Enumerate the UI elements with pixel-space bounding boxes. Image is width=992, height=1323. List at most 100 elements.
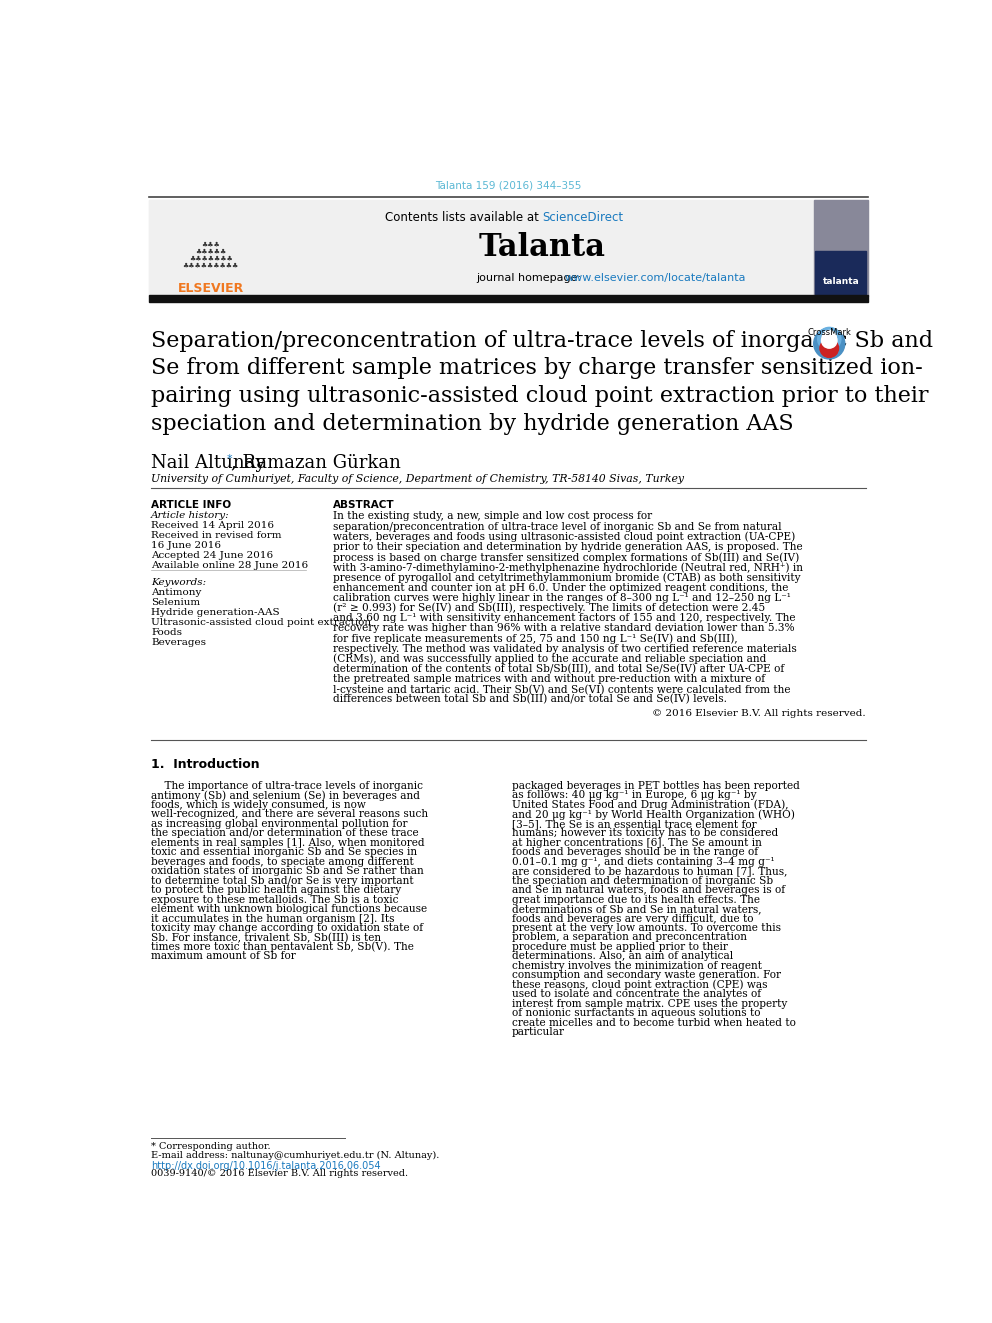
Text: consumption and secondary waste generation. For: consumption and secondary waste generati… — [512, 970, 781, 980]
Text: © 2016 Elsevier B.V. All rights reserved.: © 2016 Elsevier B.V. All rights reserved… — [652, 709, 866, 718]
Text: particular: particular — [512, 1027, 564, 1037]
Text: great importance due to its health effects. The: great importance due to its health effec… — [512, 894, 760, 905]
Text: beverages and foods, to speciate among different: beverages and foods, to speciate among d… — [151, 857, 414, 867]
Bar — [149, 200, 868, 296]
Circle shape — [820, 339, 838, 357]
Text: * Corresponding author.: * Corresponding author. — [151, 1142, 271, 1151]
Text: enhancement and counter ion at pH 6.0. Under the optimized reagent conditions, t: enhancement and counter ion at pH 6.0. U… — [333, 582, 789, 593]
Text: Contents lists available at: Contents lists available at — [385, 212, 543, 224]
Text: process is based on charge transfer sensitized complex formations of Sb(III) and: process is based on charge transfer sens… — [333, 552, 800, 562]
Text: the speciation and determination of inorganic Sb: the speciation and determination of inor… — [512, 876, 773, 885]
Text: recovery rate was higher than 96% with a relative standard deviation lower than : recovery rate was higher than 96% with a… — [333, 623, 795, 634]
Text: oxidation states of inorganic Sb and Se rather than: oxidation states of inorganic Sb and Se … — [151, 867, 424, 876]
Text: Talanta: Talanta — [479, 232, 606, 263]
Text: packaged beverages in PET bottles has been reported: packaged beverages in PET bottles has be… — [512, 781, 800, 791]
Text: the speciation and/or determination of these trace: the speciation and/or determination of t… — [151, 828, 419, 839]
Text: and Se in natural waters, foods and beverages is of: and Se in natural waters, foods and beve… — [512, 885, 785, 896]
Text: toxic and essential inorganic Sb and Se species in: toxic and essential inorganic Sb and Se … — [151, 847, 418, 857]
Text: *: * — [227, 454, 233, 463]
Text: chemistry involves the minimization of reagent: chemistry involves the minimization of r… — [512, 960, 762, 971]
Text: calibration curves were highly linear in the ranges of 8–300 ng L⁻¹ and 12–250 n: calibration curves were highly linear in… — [333, 593, 792, 603]
Text: separation/preconcentration of ultra-trace level of inorganic Sb and Se from nat: separation/preconcentration of ultra-tra… — [333, 521, 782, 532]
Text: United States Food and Drug Administration (FDA),: United States Food and Drug Administrati… — [512, 800, 788, 811]
Text: problem, a separation and preconcentration: problem, a separation and preconcentrati… — [512, 933, 747, 942]
Text: elements in real samples [1]. Also, when monitored: elements in real samples [1]. Also, when… — [151, 837, 425, 848]
Circle shape — [822, 331, 836, 344]
Text: humans; however its toxicity has to be considered: humans; however its toxicity has to be c… — [512, 828, 778, 839]
Text: determinations. Also, an aim of analytical: determinations. Also, an aim of analytic… — [512, 951, 733, 962]
Text: 0039-9140/© 2016 Elsevier B.V. All rights reserved.: 0039-9140/© 2016 Elsevier B.V. All right… — [151, 1170, 409, 1177]
Text: presence of pyrogallol and cetyltrimethylammonium bromide (CTAB) as both sensiti: presence of pyrogallol and cetyltrimethy… — [333, 573, 801, 583]
Text: at higher concentrations [6]. The Se amount in: at higher concentrations [6]. The Se amo… — [512, 837, 762, 848]
Circle shape — [821, 333, 837, 348]
Text: times more toxic than pentavalent Sb, Sb(V). The: times more toxic than pentavalent Sb, Sb… — [151, 942, 414, 953]
Text: In the existing study, a new, simple and low cost process for: In the existing study, a new, simple and… — [333, 512, 653, 521]
Text: Separation/preconcentration of ultra-trace levels of inorganic Sb and: Separation/preconcentration of ultra-tra… — [151, 329, 933, 352]
Text: to protect the public health against the dietary: to protect the public health against the… — [151, 885, 401, 896]
Text: 1.  Introduction: 1. Introduction — [151, 758, 260, 771]
Text: pairing using ultrasonic-assisted cloud point extraction prior to their: pairing using ultrasonic-assisted cloud … — [151, 385, 929, 407]
Text: and 3.60 ng L⁻¹ with sensitivity enhancement factors of 155 and 120, respectivel: and 3.60 ng L⁻¹ with sensitivity enhance… — [333, 613, 796, 623]
Text: , Ramazan Gürkan: , Ramazan Gürkan — [231, 454, 401, 472]
Text: 16 June 2016: 16 June 2016 — [151, 541, 221, 549]
Text: interest from sample matrix. CPE uses the property: interest from sample matrix. CPE uses th… — [512, 999, 787, 1008]
Text: with 3-amino-7-dimethylamino-2-methylphenazine hydrochloride (Neutral red, NRH⁺): with 3-amino-7-dimethylamino-2-methylphe… — [333, 562, 804, 573]
Text: are considered to be hazardous to human [7]. Thus,: are considered to be hazardous to human … — [512, 867, 787, 876]
Text: Article history:: Article history: — [151, 512, 230, 520]
Text: and 20 μg kg⁻¹ by World Health Organization (WHO): and 20 μg kg⁻¹ by World Health Organizat… — [512, 810, 795, 820]
Circle shape — [813, 328, 845, 359]
Text: determination of the contents of total Sb/Sb(III), and total Se/Se(IV) after UA-: determination of the contents of total S… — [333, 664, 785, 675]
Text: Se from different sample matrices by charge transfer sensitized ion-: Se from different sample matrices by cha… — [151, 357, 923, 380]
Text: speciation and determination by hydride generation AAS: speciation and determination by hydride … — [151, 413, 794, 435]
Text: to determine total Sb and/or Se is very important: to determine total Sb and/or Se is very … — [151, 876, 414, 885]
Text: these reasons, cloud point extraction (CPE) was: these reasons, cloud point extraction (C… — [512, 980, 767, 991]
Bar — [149, 200, 273, 296]
Text: l-cysteine and tartaric acid. Their Sb(V) and Se(VI) contents were calculated fr: l-cysteine and tartaric acid. Their Sb(V… — [333, 684, 791, 695]
Text: Accepted 24 June 2016: Accepted 24 June 2016 — [151, 550, 273, 560]
Text: Received in revised form: Received in revised form — [151, 532, 282, 540]
Text: CrossMark: CrossMark — [807, 328, 851, 337]
Text: waters, beverages and foods using ultrasonic-assisted cloud point extraction (UA: waters, beverages and foods using ultras… — [333, 532, 796, 542]
Text: Foods: Foods — [151, 627, 183, 636]
Bar — [815, 251, 866, 294]
Text: antimony (Sb) and selenium (Se) in beverages and: antimony (Sb) and selenium (Se) in bever… — [151, 790, 421, 800]
Text: 0.01–0.1 mg g⁻¹, and diets containing 3–4 mg g⁻¹: 0.01–0.1 mg g⁻¹, and diets containing 3–… — [512, 857, 774, 867]
Text: Sb. For instance, trivalent Sb, Sb(III) is ten: Sb. For instance, trivalent Sb, Sb(III) … — [151, 933, 381, 943]
Text: differences between total Sb and Sb(III) and/or total Se and Se(IV) levels.: differences between total Sb and Sb(III)… — [333, 695, 727, 705]
Text: Talanta 159 (2016) 344–355: Talanta 159 (2016) 344–355 — [435, 180, 581, 191]
Text: (CRMs), and was successfully applied to the accurate and reliable speciation and: (CRMs), and was successfully applied to … — [333, 654, 767, 664]
Text: as follows: 40 μg kg⁻¹ in Europe, 6 μg kg⁻¹ by: as follows: 40 μg kg⁻¹ in Europe, 6 μg k… — [512, 790, 756, 800]
Text: as increasing global environmental pollution for: as increasing global environmental pollu… — [151, 819, 408, 828]
Text: of nonionic surfactants in aqueous solutions to: of nonionic surfactants in aqueous solut… — [512, 1008, 760, 1019]
Text: prior to their speciation and determination by hydride generation AAS, is propos: prior to their speciation and determinat… — [333, 542, 803, 552]
Text: ScienceDirect: ScienceDirect — [543, 212, 624, 224]
Circle shape — [817, 327, 841, 351]
Text: foods and beverages should be in the range of: foods and beverages should be in the ran… — [512, 847, 758, 857]
Text: ABSTRACT: ABSTRACT — [333, 500, 395, 509]
Text: Selenium: Selenium — [151, 598, 200, 607]
Text: determinations of Sb and Se in natural waters,: determinations of Sb and Se in natural w… — [512, 904, 761, 914]
Text: Antimony: Antimony — [151, 587, 201, 597]
Text: respectively. The method was validated by analysis of two certified reference ma: respectively. The method was validated b… — [333, 643, 797, 654]
Text: Nail Altunay: Nail Altunay — [151, 454, 266, 472]
Text: http://dx.doi.org/10.1016/j.talanta.2016.06.054: http://dx.doi.org/10.1016/j.talanta.2016… — [151, 1160, 381, 1171]
Text: The importance of ultra-trace levels of inorganic: The importance of ultra-trace levels of … — [151, 781, 424, 791]
Text: Beverages: Beverages — [151, 638, 206, 647]
Text: present at the very low amounts. To overcome this: present at the very low amounts. To over… — [512, 923, 781, 933]
Text: ♣♣♣
♣♣♣♣♣
♣♣♣♣♣♣♣
♣♣♣♣♣♣♣♣♣: ♣♣♣ ♣♣♣♣♣ ♣♣♣♣♣♣♣ ♣♣♣♣♣♣♣♣♣ — [183, 242, 239, 269]
Text: University of Cumhuriyet, Faculty of Science, Department of Chemistry, TR-58140 : University of Cumhuriyet, Faculty of Sci… — [151, 475, 684, 484]
Bar — [149, 295, 868, 302]
Text: ARTICLE INFO: ARTICLE INFO — [151, 500, 231, 509]
Text: (r² ≥ 0.993) for Se(IV) and Sb(III), respectively. The limits of detection were : (r² ≥ 0.993) for Se(IV) and Sb(III), res… — [333, 603, 766, 614]
Bar — [813, 200, 868, 296]
Text: Available online 28 June 2016: Available online 28 June 2016 — [151, 561, 309, 570]
Text: exposure to these metalloids. The Sb is a toxic: exposure to these metalloids. The Sb is … — [151, 894, 399, 905]
Text: it accumulates in the human organism [2]. Its: it accumulates in the human organism [2]… — [151, 913, 395, 923]
Text: used to isolate and concentrate the analytes of: used to isolate and concentrate the anal… — [512, 990, 761, 999]
Text: Hydride generation-AAS: Hydride generation-AAS — [151, 607, 280, 617]
Text: Ultrasonic-assisted cloud point extraction: Ultrasonic-assisted cloud point extracti… — [151, 618, 371, 627]
Text: foods, which is widely consumed, is now: foods, which is widely consumed, is now — [151, 800, 366, 810]
Text: foods and beverages are very difficult, due to: foods and beverages are very difficult, … — [512, 913, 753, 923]
Text: the pretreated sample matrices with and without pre-reduction with a mixture of: the pretreated sample matrices with and … — [333, 673, 766, 684]
Text: maximum amount of Sb for: maximum amount of Sb for — [151, 951, 296, 962]
